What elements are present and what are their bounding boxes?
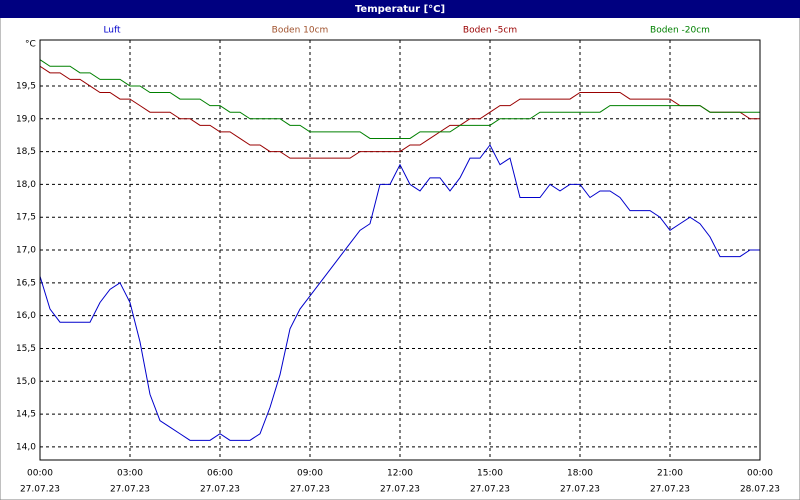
y-axis-label: °C <box>25 40 36 50</box>
x-tick-date: 27.07.23 <box>650 485 690 495</box>
plot <box>39 59 760 441</box>
y-tick-label: 16,5 <box>16 278 36 288</box>
y-tick-label: 17,0 <box>16 246 36 256</box>
x-tick-label: 00:00 <box>747 469 773 479</box>
data-line <box>39 65 760 159</box>
y-tick-label: 14,0 <box>16 442 36 452</box>
x-tick-label: 21:00 <box>657 469 683 479</box>
y-tick-label: 18,5 <box>16 147 36 157</box>
x-tick-label: 09:00 <box>297 469 323 479</box>
y-tick-label: 15,5 <box>16 344 36 354</box>
x-tick-date: 27.07.23 <box>380 485 420 495</box>
data-line <box>39 144 760 441</box>
data-line <box>39 59 760 139</box>
x-tick-date: 27.07.23 <box>470 485 510 495</box>
x-tick-date: 27.07.23 <box>560 485 600 495</box>
legend-entry: Boden 10cm <box>272 26 329 36</box>
x-tick-date: 27.07.23 <box>20 485 60 495</box>
legend-entry: Boden -5cm <box>463 26 517 36</box>
plot-frame <box>39 39 761 461</box>
y-tick-label: 14,5 <box>16 410 36 420</box>
grid <box>39 40 761 460</box>
y-tick-label: 18,0 <box>16 180 36 190</box>
y-tick-label: 19,0 <box>16 114 36 124</box>
legend-entry: Luft <box>103 26 121 36</box>
title-bar <box>0 0 800 18</box>
x-tick-label: 12:00 <box>387 469 413 479</box>
x-tick-label: 18:00 <box>567 469 593 479</box>
x-tick-label: 06:00 <box>207 469 233 479</box>
x-tick-label: 00:00 <box>27 469 53 479</box>
x-tick-date: 27.07.23 <box>290 485 330 495</box>
x-tick-label: 15:00 <box>477 469 503 479</box>
x-tick-label: 03:00 <box>117 469 143 479</box>
y-tick-label: 19,5 <box>16 81 36 91</box>
x-tick-date: 27.07.23 <box>200 485 240 495</box>
x-tick-date: 28.07.23 <box>740 485 780 495</box>
legend-entry: Boden -20cm <box>650 26 710 36</box>
chart-title: Temperatur [°C] <box>355 4 445 15</box>
y-tick-label: 15,0 <box>16 377 36 387</box>
y-tick-label: 17,5 <box>16 213 36 223</box>
y-tick-label: 16,0 <box>16 311 36 321</box>
x-tick-date: 27.07.23 <box>110 485 150 495</box>
